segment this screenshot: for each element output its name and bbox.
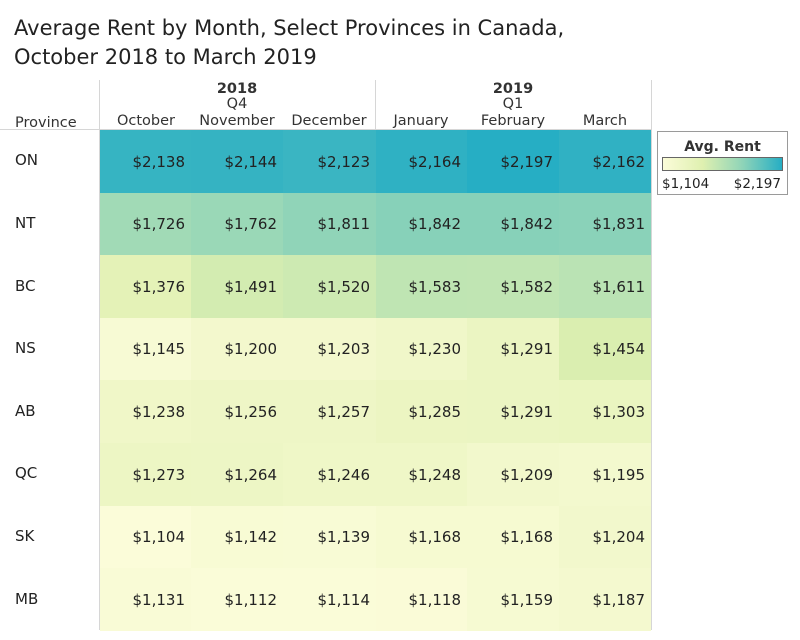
heatmap-cell-nt-december: $1,811	[283, 193, 376, 255]
heatmap-cell-bc-january: $1,583	[376, 255, 467, 318]
heatmap-cell-mb-november: $1,112	[191, 568, 283, 631]
heatmap-cell-on-march: $2,162	[559, 130, 651, 193]
quarter-label-q4: Q4	[226, 96, 248, 112]
month-label-november: November	[199, 113, 275, 129]
heatmap-cell-qc-october: $1,273	[100, 443, 191, 506]
chart-title: Average Rent by Month, Select Provinces …	[14, 16, 565, 69]
heatmap-cell-qc-january: $1,248	[376, 443, 467, 506]
heatmap-cell-nt-november: $1,762	[191, 193, 283, 255]
heatmap-cell-bc-october: $1,376	[100, 255, 191, 318]
heatmap-cell-qc-february: $1,209	[467, 443, 559, 506]
heatmap-cell-mb-february: $1,159	[467, 568, 559, 631]
heatmap-cell-ns-november: $1,200	[191, 318, 283, 380]
legend-title: Avg. Rent	[684, 139, 761, 155]
row-label-qc: QC	[15, 464, 38, 483]
quarter-label-q1: Q1	[502, 96, 524, 112]
heatmap-cell-on-december: $2,123	[283, 130, 376, 193]
heatmap-cell-ab-december: $1,257	[283, 380, 376, 443]
heatmap-cell-ab-february: $1,291	[467, 380, 559, 443]
month-label-march: March	[582, 113, 628, 129]
heatmap-cell-mb-october: $1,131	[100, 568, 191, 631]
row-label-ab: AB	[15, 401, 36, 420]
heatmap-cell-nt-march: $1,831	[559, 193, 651, 255]
heatmap-cell-sk-november: $1,142	[191, 506, 283, 568]
heatmap-cell-bc-march: $1,611	[559, 255, 651, 318]
legend-max-label: $2,197	[733, 176, 781, 192]
heatmap-cell-ab-october: $1,238	[100, 380, 191, 443]
heatmap-cell-ab-march: $1,303	[559, 380, 651, 443]
heatmap-cell-mb-december: $1,114	[283, 568, 376, 631]
heatmap-cell-bc-december: $1,520	[283, 255, 376, 318]
row-label-sk: SK	[15, 526, 35, 545]
province-axis-label: Province	[15, 115, 77, 131]
heatmap-cell-ab-january: $1,285	[376, 380, 467, 443]
heatmap-cell-nt-february: $1,842	[467, 193, 559, 255]
heatmap-cell-bc-november: $1,491	[191, 255, 283, 318]
month-label-december: December	[291, 113, 367, 129]
heatmap-cell-sk-october: $1,104	[100, 506, 191, 568]
heatmap-cell-on-october: $2,138	[100, 130, 191, 193]
heatmap-cell-sk-january: $1,168	[376, 506, 467, 568]
heatmap-cell-on-january: $2,164	[376, 130, 467, 193]
legend-min-label: $1,104	[662, 176, 710, 192]
heatmap-cell-on-february: $2,197	[467, 130, 559, 193]
month-label-february: February	[480, 113, 546, 129]
row-label-bc: BC	[15, 276, 36, 295]
row-label-mb: MB	[15, 589, 39, 608]
heatmap-cell-qc-november: $1,264	[191, 443, 283, 506]
heatmap-cell-ns-march: $1,454	[559, 318, 651, 380]
year-label-2019: 2019	[492, 81, 534, 97]
legend-gradient-bar	[662, 157, 783, 171]
row-label-ns: NS	[15, 339, 36, 358]
heatmap-cell-ns-october: $1,145	[100, 318, 191, 380]
row-label-on: ON	[15, 151, 39, 170]
heatmap-cell-sk-february: $1,168	[467, 506, 559, 568]
heatmap-cell-qc-march: $1,195	[559, 443, 651, 506]
year-label-2018: 2018	[216, 81, 258, 97]
header-divider	[0, 129, 652, 130]
heatmap-cell-nt-january: $1,842	[376, 193, 467, 255]
heatmap-cell-qc-december: $1,246	[283, 443, 376, 506]
heatmap-cell-nt-october: $1,726	[100, 193, 191, 255]
month-label-january: January	[393, 113, 449, 129]
heatmap-cell-ab-november: $1,256	[191, 380, 283, 443]
month-label-october: October	[116, 113, 176, 129]
heatmap-cell-bc-february: $1,582	[467, 255, 559, 318]
grid-divider-right	[651, 80, 652, 630]
heatmap-cell-on-november: $2,144	[191, 130, 283, 193]
heatmap-cell-sk-december: $1,139	[283, 506, 376, 568]
grid-divider-left	[99, 80, 100, 630]
heatmap-cell-mb-january: $1,118	[376, 568, 467, 631]
color-legend: Avg. Rent $1,104 $2,197	[657, 131, 788, 195]
heatmap-cell-ns-december: $1,203	[283, 318, 376, 380]
row-label-nt: NT	[15, 213, 36, 232]
heatmap-cell-ns-january: $1,230	[376, 318, 467, 380]
heatmap-cell-sk-march: $1,204	[559, 506, 651, 568]
heatmap-cell-mb-march: $1,187	[559, 568, 651, 631]
heatmap-cell-ns-february: $1,291	[467, 318, 559, 380]
